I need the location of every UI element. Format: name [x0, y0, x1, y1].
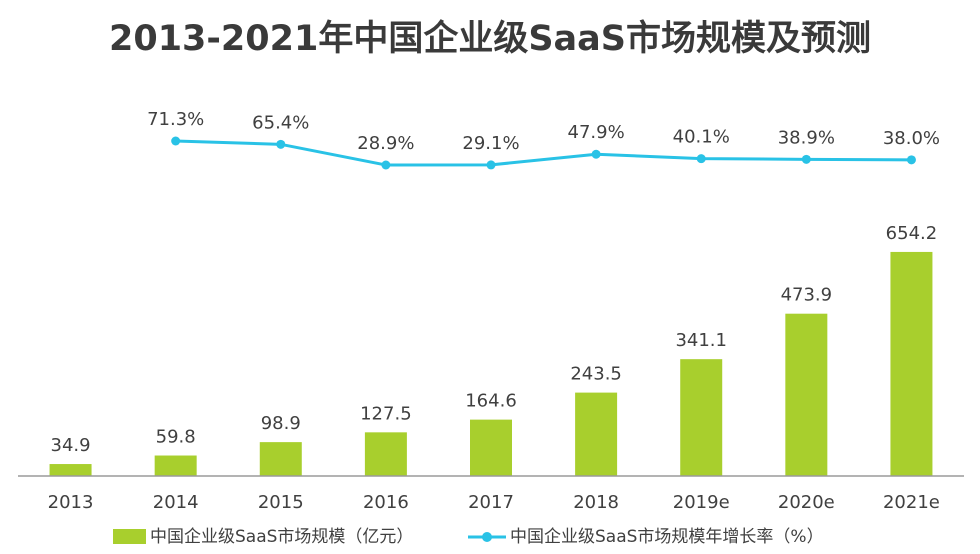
- legend: 中国企业级SaaS市场规模（亿元） 中国企业级SaaS市场规模年增长率（%）: [113, 527, 824, 547]
- growth-label-2021e: 38.0%: [883, 128, 940, 149]
- x-tick-2014: 2014: [153, 492, 199, 513]
- growth-point-2016: [381, 160, 391, 170]
- growth-point-2020e: [801, 154, 811, 164]
- bar-2017: [470, 419, 512, 476]
- growth-point-2014: [171, 136, 181, 146]
- growth-point-2021e: [906, 155, 916, 165]
- growth-label-2016: 28.9%: [357, 133, 414, 154]
- bar-2016: [364, 432, 407, 476]
- x-tick-2019e: 2019e: [673, 492, 730, 513]
- legend-line-marker: [482, 532, 492, 542]
- bar-2021e: [890, 251, 933, 476]
- growth-label-2014: 71.3%: [147, 109, 204, 130]
- growth-point-2019e: [696, 154, 706, 164]
- bar-label-2016: 127.5: [360, 403, 412, 424]
- bar-2019e: [680, 359, 723, 476]
- growth-line: [175, 139, 912, 167]
- growth-value-labels: 71.3% 65.4% 28.9% 29.1% 47.9% 40.1% 38.9% 38.0%: [147, 109, 940, 154]
- legend-bar-swatch: [113, 529, 146, 544]
- legend-line-label: 中国企业级SaaS市场规模年增长率（%）: [510, 527, 824, 547]
- x-tick-2015: 2015: [258, 492, 304, 513]
- x-tick-2013: 2013: [48, 492, 94, 513]
- growth-label-2017: 29.1%: [462, 133, 519, 154]
- x-tick-2017: 2017: [468, 492, 514, 513]
- bar-label-2013: 34.9: [51, 435, 91, 456]
- bar-2020e: [785, 313, 828, 476]
- chart-title: 2013-2021年中国企业级SaaS市场规模及预测: [108, 19, 871, 59]
- x-tick-2021e: 2021e: [883, 492, 940, 513]
- bar-value-labels: 34.9 59.8 98.9 127.5 164.6 243.5 341.1 473.9 654…: [51, 223, 938, 456]
- bar-series: [49, 251, 933, 476]
- bar-label-2017: 164.6: [465, 391, 517, 412]
- x-tick-2016: 2016: [363, 492, 409, 513]
- growth-point-2018: [591, 149, 601, 159]
- bar-2015: [259, 442, 302, 476]
- x-tick-labels: 2013 2014 2015 2016 2017 2018 2019e 2020e 2021e: [48, 492, 940, 513]
- growth-point-2017: [486, 160, 496, 170]
- x-tick-2018: 2018: [573, 492, 619, 513]
- bar-label-2015: 98.9: [261, 413, 301, 434]
- growth-label-2015: 65.4%: [252, 112, 309, 133]
- growth-label-2019e: 40.1%: [673, 127, 730, 148]
- bar-2018: [575, 392, 618, 476]
- legend-bar-label: 中国企业级SaaS市场规模（亿元）: [150, 527, 413, 547]
- growth-label-2018: 47.9%: [568, 122, 625, 143]
- bar-label-2020e: 473.9: [781, 285, 833, 306]
- bar-2014: [154, 455, 197, 476]
- bar-2013: [49, 464, 92, 476]
- bar-label-2018: 243.5: [570, 364, 622, 385]
- growth-line-series: [171, 136, 916, 170]
- bar-label-2014: 59.8: [156, 427, 196, 448]
- x-tick-2020e: 2020e: [778, 492, 835, 513]
- bar-label-2021e: 654.2: [886, 223, 938, 244]
- bar-label-2019e: 341.1: [675, 330, 727, 351]
- growth-point-2015: [276, 139, 286, 149]
- growth-label-2020e: 38.9%: [778, 127, 835, 148]
